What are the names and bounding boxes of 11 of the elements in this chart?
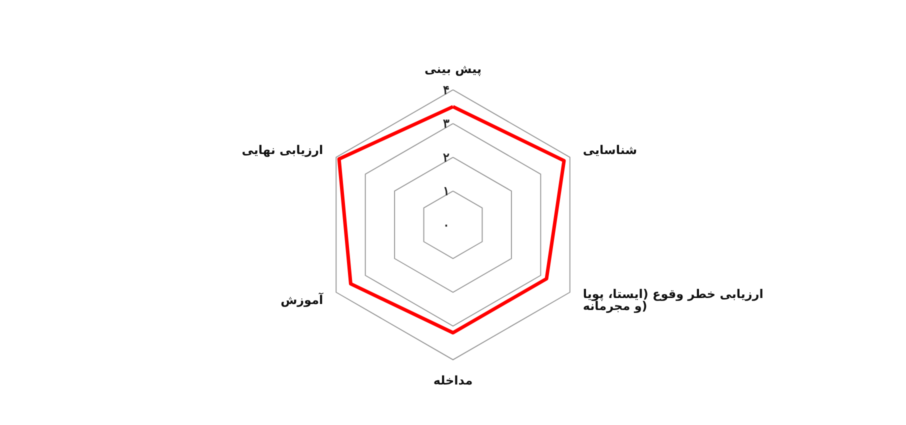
spoke-label: ارزیابی نهایی	[242, 142, 324, 157]
y-tick-label: ۱	[443, 184, 449, 198]
spoke-label: ارزیابی خطر وقوع (ایستا، پویا و مجرمانه)	[582, 286, 764, 313]
spoke-label: پیش بینی	[424, 62, 482, 76]
y-tick-label: ۴	[443, 82, 449, 97]
spoke-label: آموزش	[280, 292, 324, 307]
spoke-label: مداخله	[433, 374, 473, 388]
y-tick-label: ۰	[443, 218, 449, 232]
spoke-label: شناسایی	[582, 142, 638, 157]
y-tick-label: ۳	[443, 116, 450, 131]
y-tick-label: ۲	[443, 150, 450, 164]
